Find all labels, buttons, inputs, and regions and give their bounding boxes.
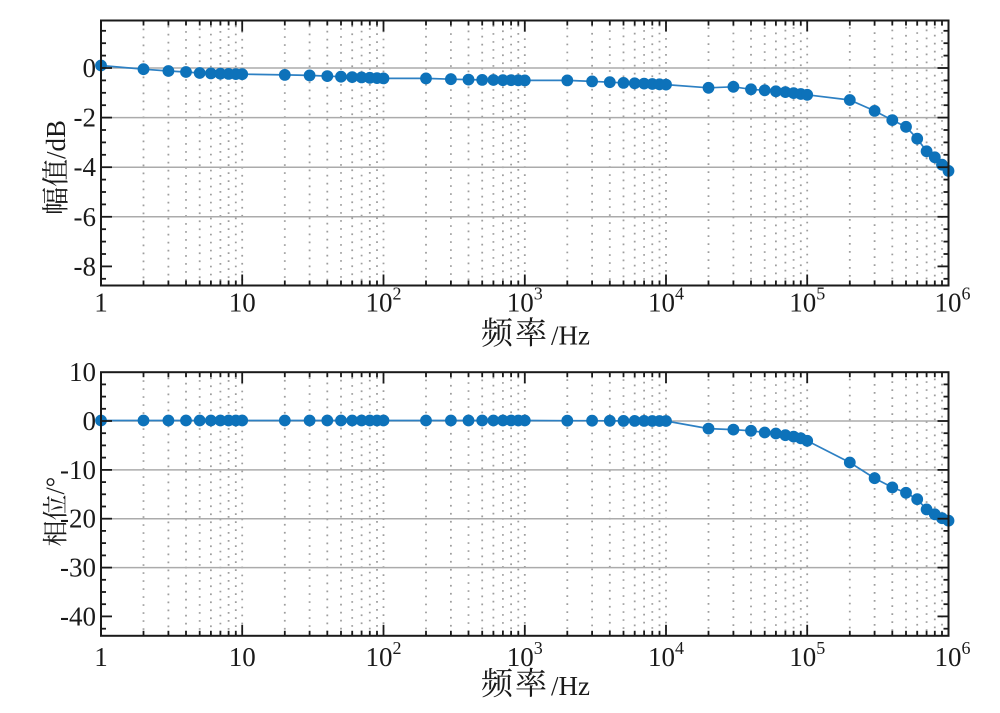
svg-text:/Hz: /Hz: [551, 671, 590, 701]
svg-text:10: 10: [69, 357, 96, 387]
svg-text:1: 1: [94, 288, 108, 318]
svg-text:-4: -4: [74, 152, 97, 182]
svg-text:-40: -40: [60, 601, 96, 631]
svg-text:/°: /°: [41, 477, 70, 495]
svg-text:1: 1: [94, 642, 108, 672]
svg-text:-10: -10: [60, 455, 96, 485]
svg-text:10: 10: [229, 288, 256, 318]
svg-text:-8: -8: [74, 251, 97, 281]
svg-text:-6: -6: [74, 202, 97, 232]
svg-text:-30: -30: [60, 553, 96, 583]
svg-text:/dB: /dB: [41, 120, 71, 159]
svg-text:-2: -2: [74, 103, 97, 133]
svg-text:-20: -20: [60, 504, 96, 534]
svg-text:0: 0: [83, 53, 97, 83]
svg-text:10: 10: [229, 642, 256, 672]
svg-text:/Hz: /Hz: [551, 321, 590, 351]
svg-text:0: 0: [83, 406, 97, 436]
